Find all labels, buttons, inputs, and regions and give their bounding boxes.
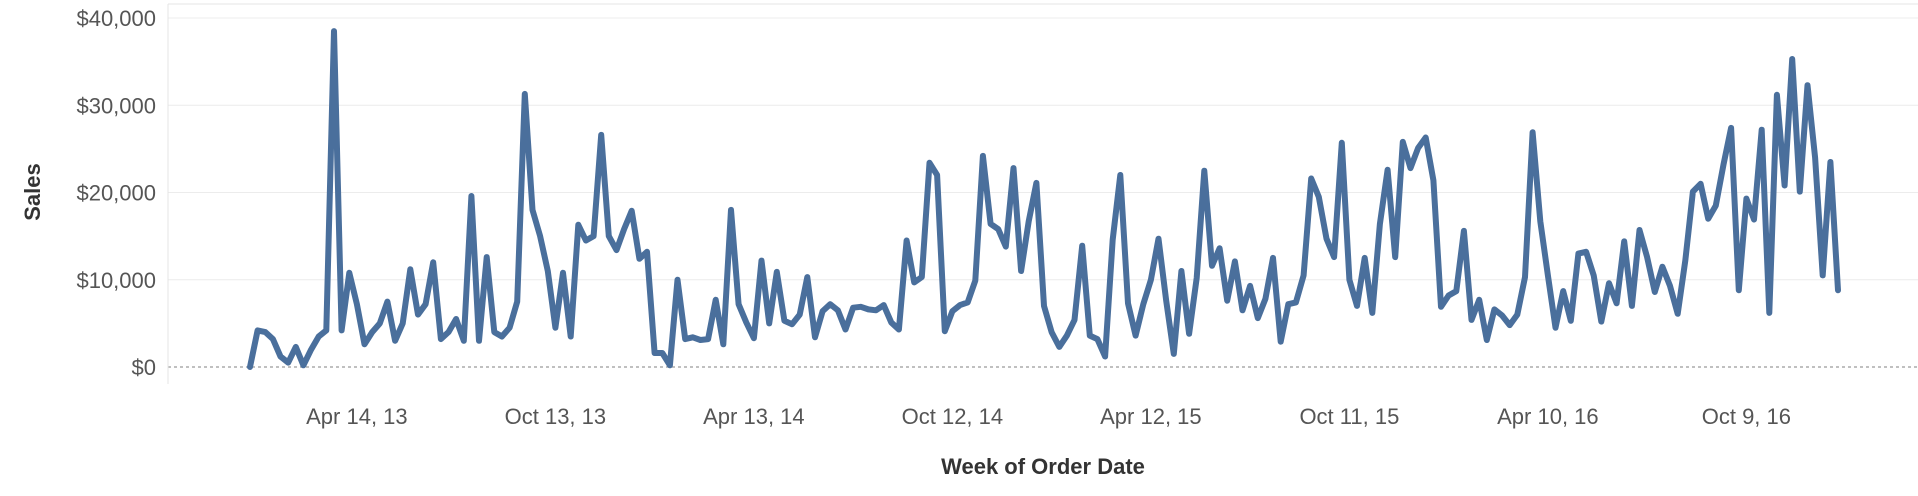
x-axis-title: Week of Order Date [941, 454, 1145, 479]
x-tick-label: Oct 9, 16 [1702, 404, 1791, 429]
y-axis-ticks: $0 $10,000 $20,000 $30,000 $40,000 [76, 6, 156, 380]
x-tick-label: Apr 10, 16 [1497, 404, 1599, 429]
x-tick-label: Apr 13, 14 [703, 404, 805, 429]
gridlines [168, 17, 1918, 368]
x-tick-label: Oct 12, 14 [902, 404, 1004, 429]
x-tick-label: Oct 13, 13 [505, 404, 607, 429]
series-layer [247, 28, 1841, 370]
y-tick-label: $20,000 [76, 181, 156, 206]
y-tick-label: $0 [132, 355, 156, 380]
sales-series-line [247, 28, 1841, 370]
x-tick-label: Apr 14, 13 [306, 404, 408, 429]
x-tick-label: Oct 11, 15 [1299, 404, 1399, 429]
y-tick-label: $40,000 [76, 6, 156, 31]
y-tick-label: $10,000 [76, 268, 156, 293]
y-axis-title: Sales [20, 163, 45, 221]
x-tick-label: Apr 12, 15 [1100, 404, 1202, 429]
axes [167, 3, 1918, 384]
y-tick-label: $30,000 [76, 93, 156, 118]
x-axis-ticks: Apr 14, 13 Oct 13, 13 Apr 13, 14 Oct 12, 14… [306, 404, 1791, 429]
